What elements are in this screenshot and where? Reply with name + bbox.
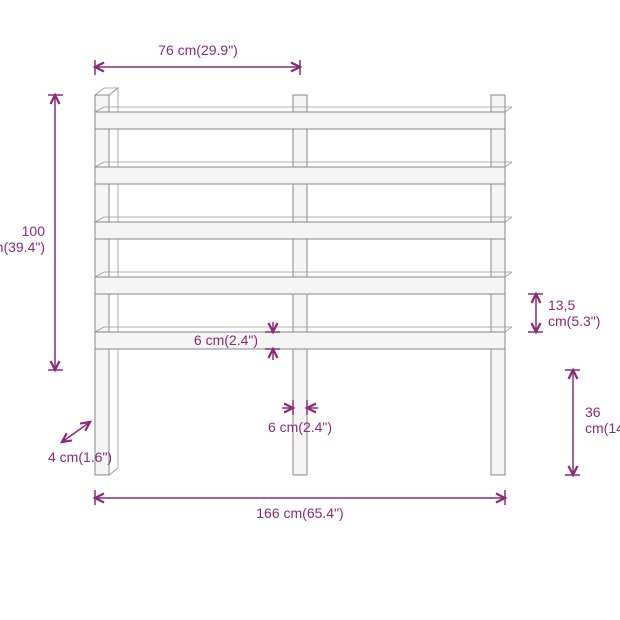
dim-leg-height-label-a: 36 (585, 404, 601, 420)
dim-leg-height: 36 cm(14.2") (565, 370, 620, 475)
dim-post-width-label: 6 cm(2.4") (268, 419, 332, 435)
dim-left-height-label-b: cm(39.4") (0, 239, 45, 255)
dim-gap-height: 13,5 cm(5.3") (528, 294, 600, 332)
dim-left-height: 100 cm(39.4") (0, 95, 63, 370)
dim-gap-height-label-a: 13,5 (548, 297, 575, 313)
product-drawing (95, 88, 512, 475)
dim-bottom-width-label: 166 cm(65.4") (256, 505, 343, 521)
dim-slat-height-label: 6 cm(2.4") (194, 332, 258, 348)
dim-depth-label: 4 cm(1.6") (48, 449, 112, 465)
dim-leg-height-label-b: cm(14.2") (585, 420, 620, 436)
dim-top-width-label: 76 cm(29.9") (158, 42, 238, 58)
dimension-diagram: 76 cm(29.9") 100 cm(39.4") 4 cm(1.6") 16… (0, 0, 620, 620)
dim-bottom-width: 166 cm(65.4") (95, 490, 505, 521)
dim-left-height-label-a: 100 (22, 223, 46, 239)
dim-top-width: 76 cm(29.9") (95, 42, 300, 75)
dim-gap-height-label-b: cm(5.3") (548, 313, 600, 329)
